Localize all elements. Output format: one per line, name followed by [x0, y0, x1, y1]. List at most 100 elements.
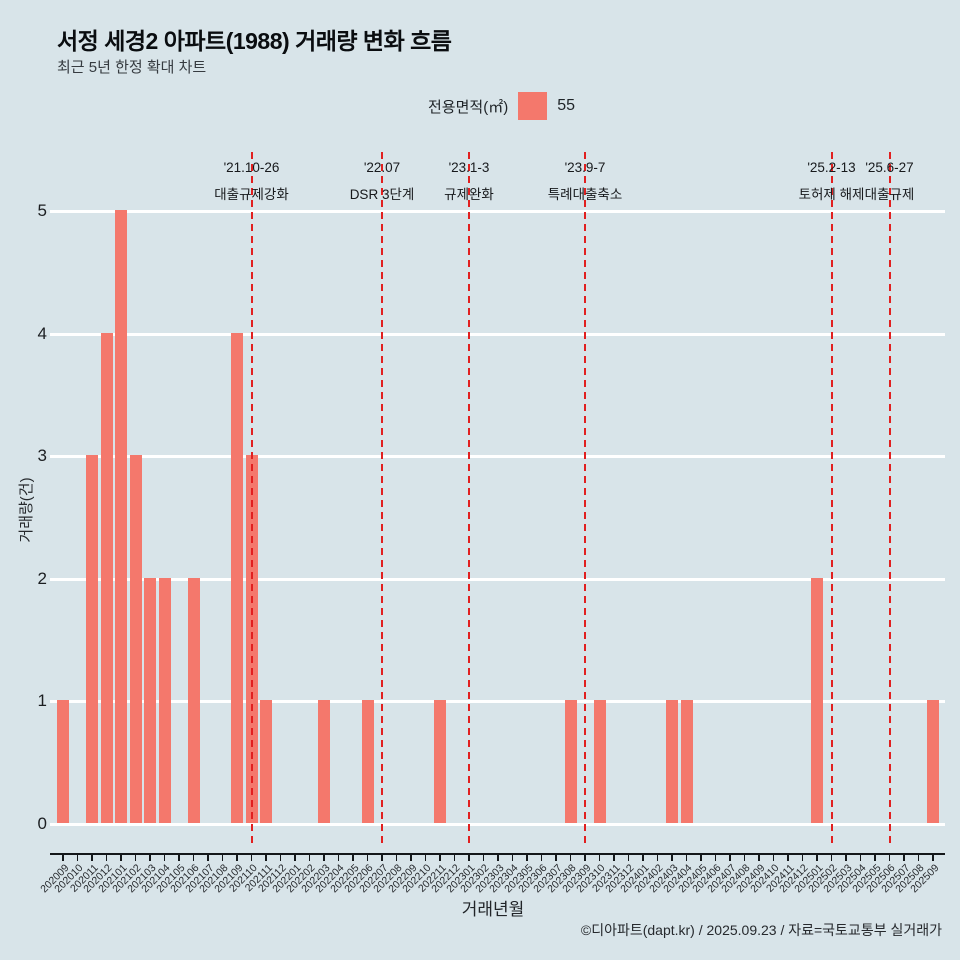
- x-tick-202302: [482, 853, 485, 861]
- gridline-y3: [50, 455, 945, 459]
- bar-202111: [260, 700, 272, 823]
- event-date-5: '25.2-13: [807, 160, 856, 175]
- x-tick-202402: [656, 853, 659, 861]
- x-tick-202404: [685, 853, 688, 861]
- event-date-2: '22.07: [363, 160, 401, 175]
- x-tick-202406: [714, 853, 717, 861]
- legend-swatch: [518, 92, 548, 120]
- gridline-y5: [50, 210, 945, 213]
- x-tick-202308: [569, 853, 572, 861]
- x-tick-202307: [555, 853, 557, 861]
- x-tick-202110: [250, 853, 253, 861]
- x-tick-202509: [932, 853, 934, 861]
- y-tick-label-3: 3: [37, 446, 47, 466]
- y-tick-label-2: 2: [37, 568, 47, 588]
- bar-202106: [187, 577, 200, 823]
- x-tick-202105: [178, 853, 180, 861]
- x-tick-202202: [308, 853, 311, 861]
- x-tick-202204: [337, 853, 340, 861]
- event-line-1: [250, 152, 253, 847]
- x-tick-202507: [903, 853, 905, 861]
- x-tick-202503: [845, 853, 847, 861]
- bar-202109: [231, 332, 243, 823]
- x-tick-202305: [526, 853, 528, 861]
- x-tick-202311: [613, 853, 615, 861]
- event-date-3: '23.1-3: [448, 160, 490, 175]
- x-tick-202504: [859, 853, 862, 861]
- x-tick-202211: [439, 853, 441, 861]
- x-tick-202403: [671, 853, 673, 861]
- legend-series-value: 55: [557, 97, 575, 114]
- x-tick-202303: [497, 853, 499, 861]
- bar-202101: [115, 210, 127, 823]
- x-tick-202102: [134, 853, 137, 861]
- x-tick-202508: [917, 853, 920, 861]
- bar-202509: [927, 700, 939, 823]
- x-tick-202502: [830, 853, 833, 861]
- x-tick-202306: [540, 853, 543, 861]
- event-line-3: [468, 152, 470, 847]
- x-tick-202203: [323, 853, 325, 861]
- y-tick-label-0: 0: [37, 814, 47, 833]
- x-tick-202309: [584, 853, 586, 861]
- bar-202206: [361, 700, 374, 823]
- bar-202011: [86, 455, 98, 823]
- gridline-y1: [50, 700, 945, 704]
- x-axis-title: 거래년월: [461, 900, 525, 919]
- bar-202404: [680, 700, 693, 823]
- bar-202103: [144, 577, 156, 823]
- x-tick-202106: [192, 853, 195, 861]
- event-label-6: 대출규제: [864, 187, 915, 202]
- x-tick-202207: [381, 853, 383, 861]
- gridline-y0: [50, 823, 945, 826]
- x-tick-202411: [787, 853, 789, 861]
- x-tick-202104: [163, 853, 166, 861]
- x-tick-202304: [511, 853, 514, 861]
- x-tick-202409: [758, 853, 760, 861]
- x-tick-202501: [816, 853, 818, 861]
- x-tick-202505: [874, 853, 876, 861]
- x-tick-202301: [468, 853, 470, 861]
- page-title: 서정 세경2 아파트(1988) 거래량 변화 흐름: [57, 28, 452, 54]
- bar-202203: [318, 700, 330, 823]
- gridline-y4: [50, 332, 945, 336]
- x-tick-202201: [294, 853, 296, 861]
- event-label-1: 대출규제강화: [214, 187, 289, 202]
- event-line-5: [830, 152, 833, 847]
- bar-202310: [593, 700, 606, 823]
- x-tick-202011: [91, 853, 93, 861]
- x-tick-202108: [221, 853, 224, 861]
- x-tick-202010: [76, 853, 79, 861]
- x-tick-202210: [424, 853, 427, 861]
- y-tick-label-5: 5: [37, 201, 47, 220]
- x-tick-202012: [105, 853, 108, 861]
- bar-202009: [57, 700, 69, 823]
- event-line-6: [888, 152, 891, 847]
- event-date-4: '23.9-7: [564, 160, 606, 175]
- event-line-4: [584, 152, 586, 847]
- event-date-1: '21.10-26: [223, 160, 280, 175]
- legend: 전용면적(㎡) 55: [428, 92, 575, 120]
- event-label-4: 특례대출축소: [547, 187, 623, 202]
- x-tick-202410: [772, 853, 775, 861]
- x-tick-202310: [598, 853, 601, 861]
- x-tick-202407: [729, 853, 731, 861]
- x-tick-202103: [149, 853, 151, 861]
- x-tick-202408: [743, 853, 746, 861]
- gridline-y2: [50, 577, 945, 581]
- x-tick-202112: [279, 853, 282, 861]
- bar-202501: [811, 577, 823, 823]
- y-tick-label-4: 4: [37, 323, 47, 343]
- x-tick-202312: [627, 853, 630, 861]
- y-tick-label-1: 1: [37, 691, 47, 711]
- bar-202211: [434, 700, 446, 823]
- bar-202403: [666, 700, 678, 823]
- x-tick-202101: [120, 853, 122, 861]
- event-label-2: DSR 3단계: [349, 187, 415, 202]
- footer-credit: ©디아파트(dapt.kr) / 2025.09.23 / 자료=국토교통부 실…: [580, 922, 942, 938]
- x-tick-202107: [207, 853, 209, 861]
- x-tick-202401: [642, 853, 644, 861]
- x-tick-202212: [453, 853, 456, 861]
- event-label-3: 규제완화: [444, 187, 494, 202]
